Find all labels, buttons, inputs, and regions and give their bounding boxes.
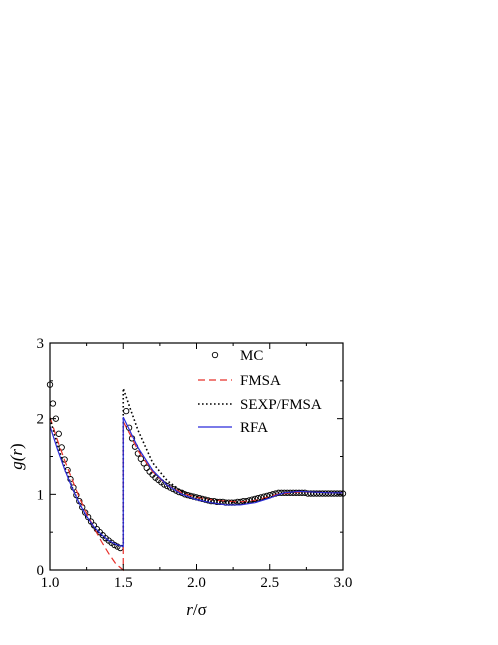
mc-point [319,490,326,497]
mc-point [205,497,212,504]
mc-point [123,407,130,415]
mc-point [292,489,300,496]
mc-point [190,493,197,500]
legend-label-fmsa: FMSA [240,373,281,389]
y-axis-label: g(r) [7,443,26,469]
mc-point [316,490,323,497]
series-line-fmsa [49,416,343,572]
mc-point [310,490,317,497]
mc-point [298,489,306,496]
mc-point [328,490,335,497]
y-tick-label: 1 [37,487,45,503]
mc-point [304,490,311,497]
mc-point [67,476,74,483]
mc-point [249,496,256,503]
plot-marks [46,381,347,572]
x-axis-label-var: r [186,600,193,619]
mc-point [207,497,215,505]
legend-label-sexp-fmsa: SEXP/FMSA [240,397,322,413]
axis-ticks: 1.0 1.5 2.0 2.5 3.0 0 1 2 3 [37,336,353,591]
mc-point [251,495,259,503]
y-axis-label-var: r [7,449,26,456]
y-tick-label: 0 [37,563,45,579]
mc-point [166,484,174,491]
x-axis-label-rest: /σ [193,600,207,619]
mc-point [169,485,177,493]
mc-point [114,543,121,550]
mc-point [137,455,144,462]
mc-point [143,464,150,471]
mc-point [213,498,221,506]
y-axis-label-pre: g( [7,454,26,470]
x-tick-label: 2.0 [187,575,206,591]
x-tick-label: 1.0 [41,575,60,591]
mc-point [61,456,68,463]
x-tick-label: 1.5 [114,575,133,591]
mc-point [49,400,57,407]
mc-point [301,489,309,496]
series-line-rfa [49,416,343,548]
mc-point [313,490,320,497]
legend-label-rfa: RFA [240,420,268,436]
plot-frame [49,342,344,571]
mc-point [275,489,282,496]
x-tick-label: 2.5 [260,575,279,591]
legend: MC FMSA SEXP/FMSA RFA [198,348,322,436]
y-axis-label-post: ) [7,443,26,449]
mc-point [307,490,314,497]
mc-point [58,444,65,451]
y-tick-label: 2 [37,412,45,428]
legend-label-mc: MC [240,348,263,364]
mc-point [254,494,262,502]
x-axis-label: r/σ [186,600,207,619]
y-tick-label: 3 [37,336,45,352]
mc-point [55,430,62,437]
x-tick-label: 3.0 [334,575,353,591]
legend-swatch-mc [211,351,219,359]
